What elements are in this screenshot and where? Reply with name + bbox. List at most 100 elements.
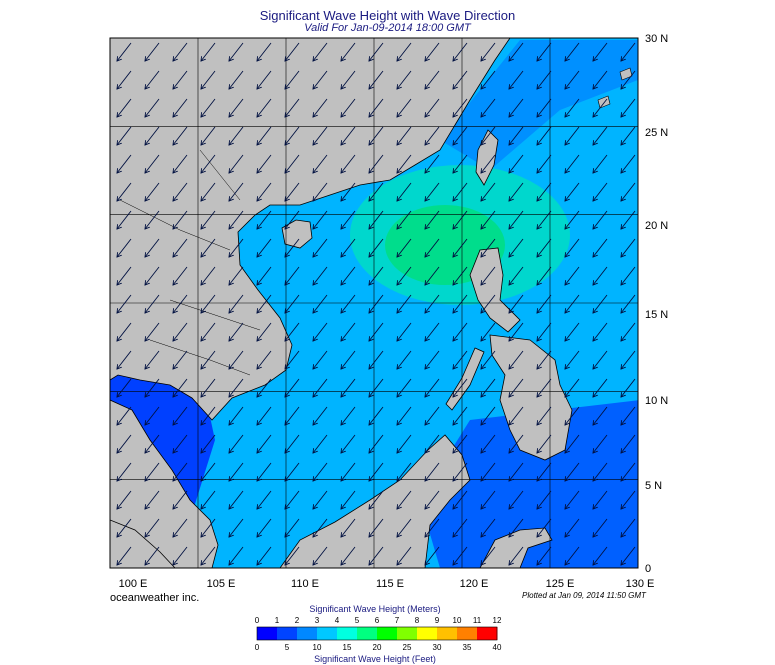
wave-arrow — [229, 126, 244, 145]
wave-arrow — [201, 350, 216, 369]
wave-arrow — [621, 42, 636, 61]
wave-arrow — [257, 462, 272, 481]
country-borders — [119, 149, 261, 376]
wave-arrow — [397, 126, 412, 145]
wave-arrow — [257, 238, 272, 257]
wave-arrow — [229, 182, 244, 201]
wave-arrow — [537, 210, 552, 229]
colorbar-feet-tick: 0 — [254, 643, 260, 652]
wave-arrow — [565, 434, 580, 453]
wave-arrow — [313, 154, 328, 173]
wave-arrow — [453, 154, 468, 173]
map-frame — [109, 37, 639, 569]
wave-arrow — [509, 182, 524, 201]
wave-arrow — [453, 210, 468, 229]
wave-arrow — [593, 238, 608, 257]
wave-arrow — [369, 546, 384, 565]
wave-arrow — [537, 518, 552, 537]
wave-arrow — [425, 266, 440, 285]
wave-arrow — [593, 70, 608, 89]
wave-arrow — [481, 490, 496, 509]
wave-arrow — [425, 126, 440, 145]
wave-arrow — [621, 210, 636, 229]
wave-arrow — [145, 350, 160, 369]
wave-arrow — [257, 350, 272, 369]
colorbar-swatch — [457, 627, 478, 640]
wave-arrow — [173, 42, 188, 61]
wave-arrow — [397, 322, 412, 341]
wave-arrow — [621, 434, 636, 453]
colorbar-feet-tick: 25 — [402, 643, 412, 652]
wave-arrow — [201, 294, 216, 313]
wave-arrow — [565, 70, 580, 89]
wave-arrow — [173, 546, 188, 565]
wave-arrow — [509, 238, 524, 257]
wave-arrow — [565, 182, 580, 201]
wave-arrow — [341, 434, 356, 453]
wave-arrow — [537, 462, 552, 481]
wave-arrow — [481, 210, 496, 229]
wave-arrow — [313, 350, 328, 369]
wave-arrow — [481, 378, 496, 397]
wave-arrow — [509, 406, 524, 425]
wave-arrow — [229, 266, 244, 285]
colorbar-meter-tick: 6 — [374, 616, 380, 625]
wave-arrow — [313, 434, 328, 453]
wave-arrow — [565, 42, 580, 61]
wave-arrow — [565, 546, 580, 565]
wave-arrow — [397, 406, 412, 425]
wave-arrow — [117, 238, 132, 257]
wave-arrow — [145, 434, 160, 453]
wave-arrow — [369, 238, 384, 257]
wave-arrow — [341, 238, 356, 257]
wave-arrow — [145, 378, 160, 397]
wave-arrow — [229, 294, 244, 313]
wave-arrow — [425, 322, 440, 341]
wave-arrow — [229, 98, 244, 117]
wave-arrow — [565, 98, 580, 117]
colorbar-feet-tick: 5 — [284, 643, 290, 652]
wave-arrow — [285, 154, 300, 173]
colorbar-feet-tick: 30 — [432, 643, 442, 652]
wave-arrow — [537, 182, 552, 201]
wave-arrow — [201, 462, 216, 481]
wave-arrow — [509, 294, 524, 313]
wave-arrow — [397, 154, 412, 173]
wave-arrow — [173, 126, 188, 145]
lat-label: 10 N — [645, 395, 668, 407]
wave-arrow — [257, 182, 272, 201]
wave-arrow — [481, 238, 496, 257]
wave-arrow — [257, 490, 272, 509]
wave-arrow — [369, 378, 384, 397]
colorbar-meter-tick: 5 — [354, 616, 360, 625]
colorbar-swatch — [477, 627, 498, 640]
wave-arrow — [425, 182, 440, 201]
lon-label: 130 E — [626, 578, 655, 590]
wave-arrow — [313, 238, 328, 257]
wave-arrow — [481, 406, 496, 425]
lat-label: 30 N — [645, 33, 668, 45]
wave-arrow — [481, 266, 496, 285]
wave-arrow — [229, 350, 244, 369]
wave-arrow — [201, 546, 216, 565]
wave-arrow — [285, 518, 300, 537]
wave-arrow — [593, 126, 608, 145]
wave-arrow — [565, 350, 580, 369]
wave-arrow — [397, 266, 412, 285]
wave-arrow — [229, 378, 244, 397]
colorbar-frame — [256, 626, 498, 641]
lon-label: 120 E — [460, 578, 489, 590]
wave-arrow — [621, 266, 636, 285]
wave-arrow — [173, 294, 188, 313]
wave-arrow — [285, 266, 300, 285]
lat-label: 20 N — [645, 220, 668, 232]
colorbar-meter-tick: 11 — [472, 616, 482, 625]
colorbar-swatch — [437, 627, 458, 640]
wave-arrow — [537, 490, 552, 509]
wave-arrow — [397, 518, 412, 537]
wave-arrow — [565, 294, 580, 313]
wave-arrow — [257, 434, 272, 453]
wave-arrow — [453, 462, 468, 481]
wave-arrow — [593, 434, 608, 453]
wave-arrow — [369, 518, 384, 537]
